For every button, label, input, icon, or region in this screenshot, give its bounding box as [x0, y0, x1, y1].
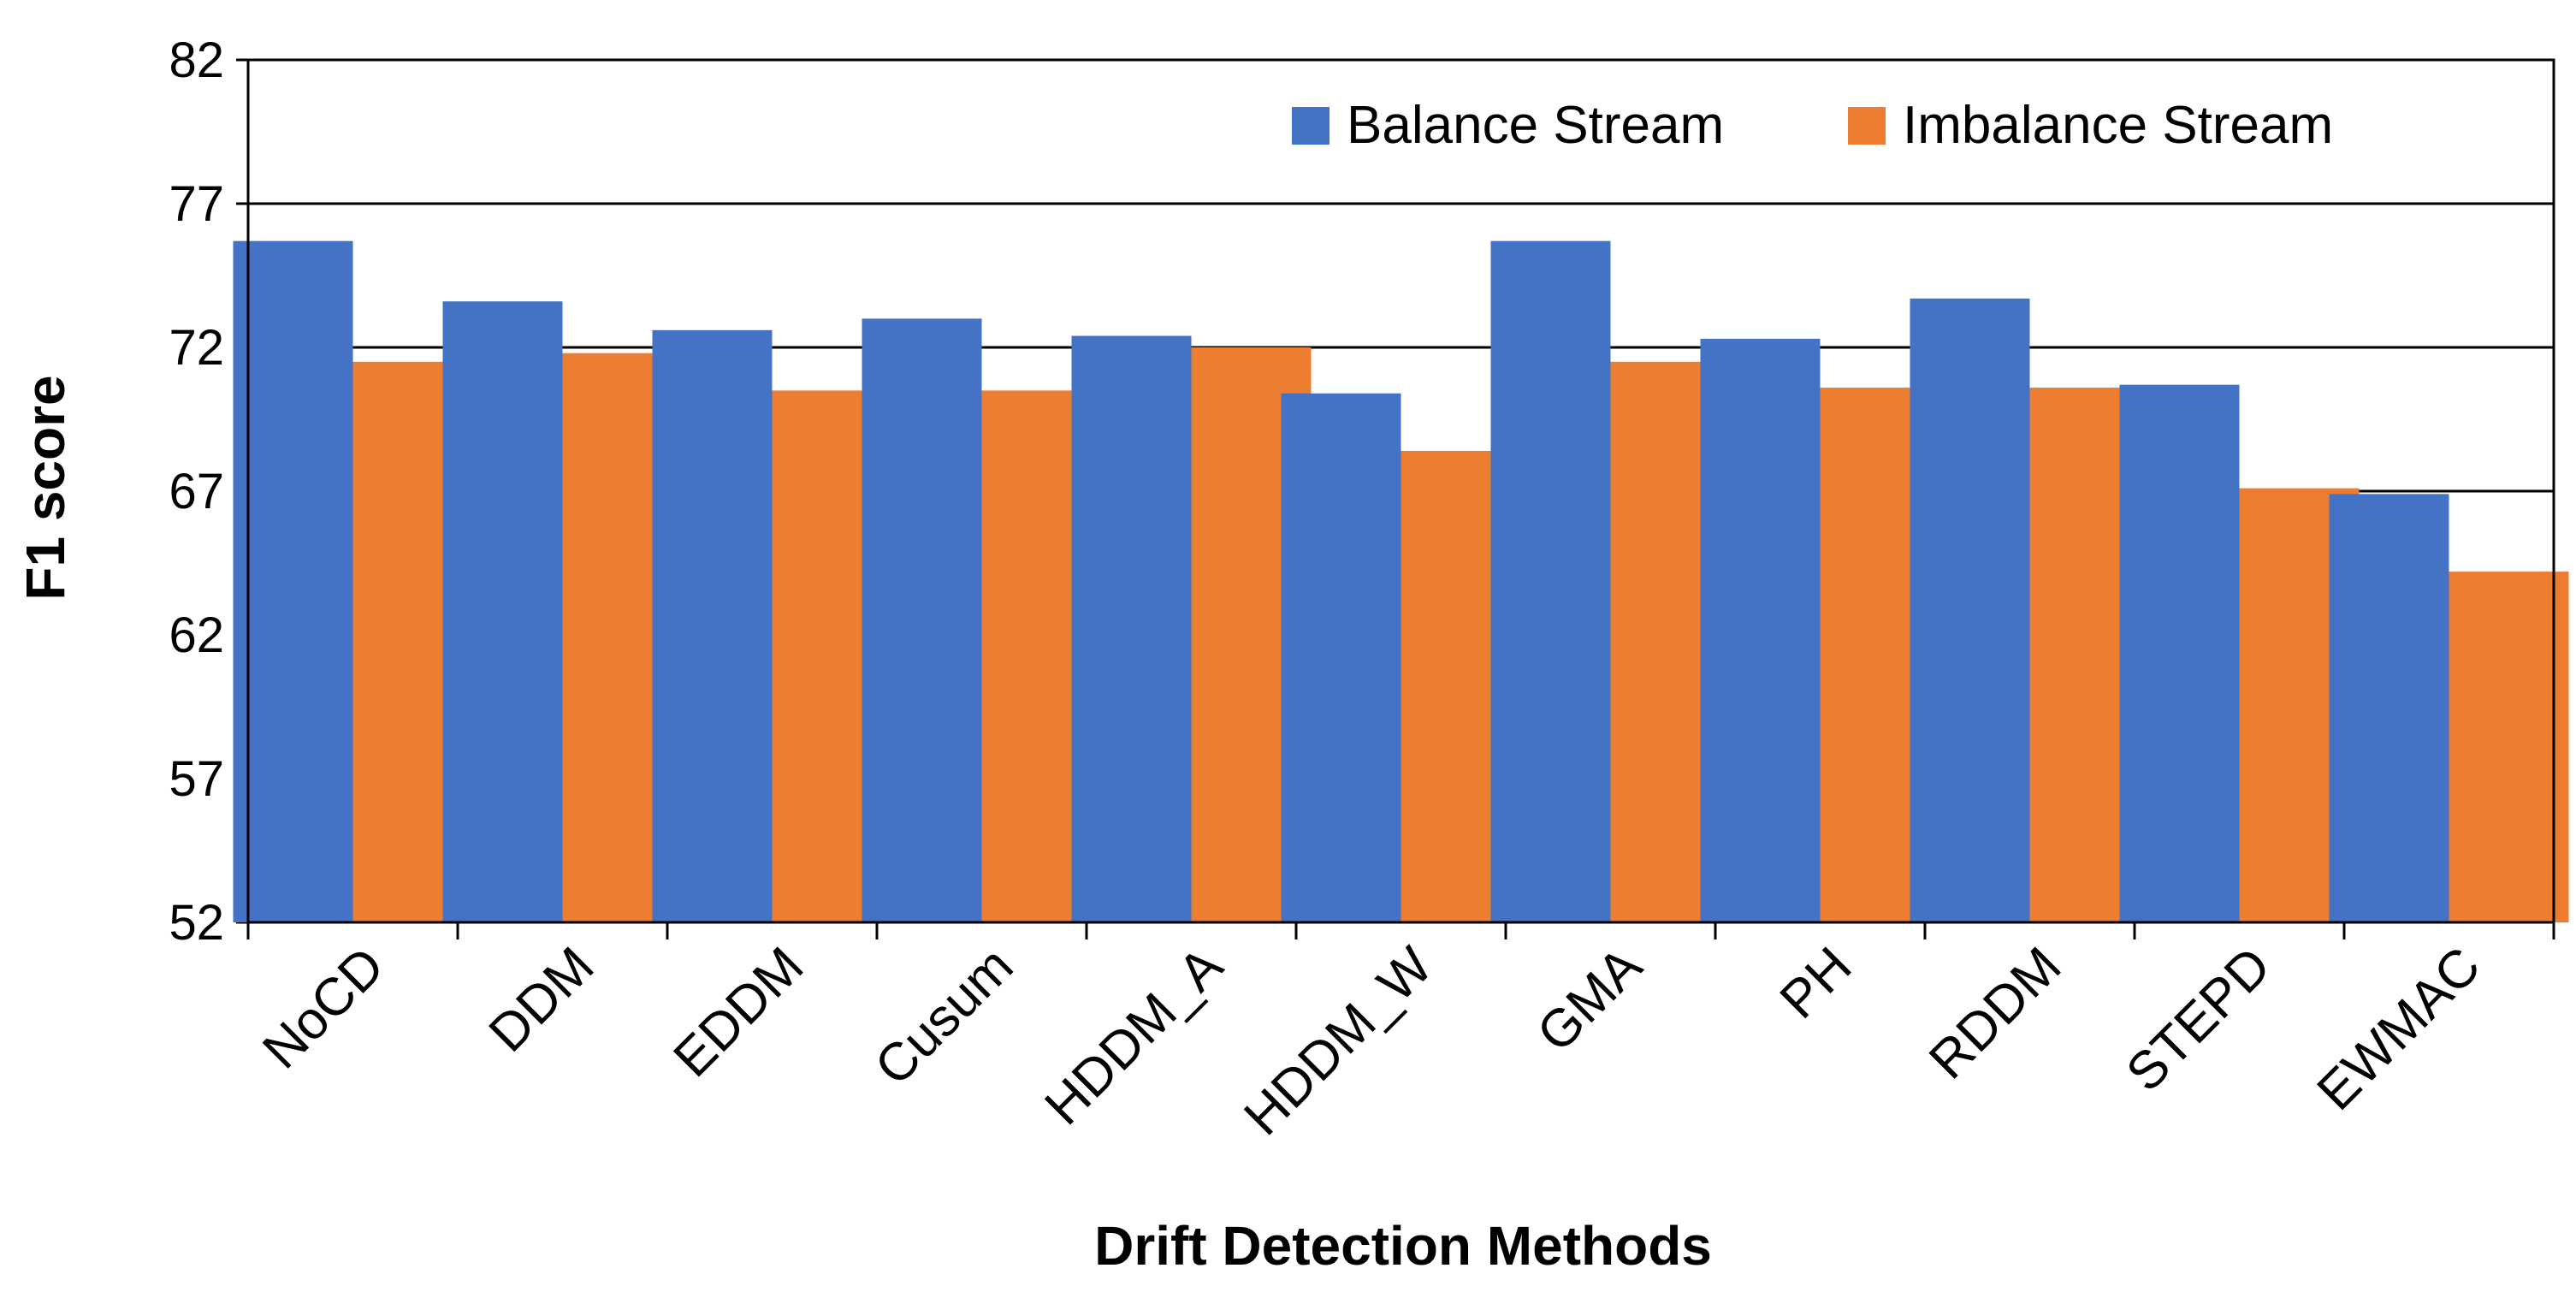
bar-balance-hddm_w [1281, 393, 1401, 922]
x-tick-label-nocd: NoCD [252, 936, 395, 1080]
bar-balance-gma [1490, 240, 1611, 922]
x-tick-label-rddm: RDDM [1918, 936, 2072, 1090]
x-tick-label-hddm_a: HDDM_A [1033, 936, 1234, 1136]
bar-balance-rddm [1910, 298, 2030, 922]
y-tick-label: 82 [169, 33, 224, 88]
plot-frame [246, 58, 2555, 924]
bar-balance-cusum [862, 318, 982, 922]
x-tick-label-stepd: STEPD [2115, 936, 2282, 1103]
x-tick-label-ddm: DDM [478, 936, 606, 1064]
bar-balance-hddm_a [1071, 335, 1192, 922]
legend: Balance Stream Imbalance Stream [1292, 96, 2333, 155]
bars [233, 240, 2569, 923]
y-tick-label: 77 [169, 176, 224, 232]
legend-swatch-balance-stream [1292, 107, 1329, 145]
y-tick-labels: 52 57 62 67 72 77 82 [169, 33, 224, 951]
bar-balance-stepd [2119, 384, 2240, 922]
y-tick-label: 57 [169, 751, 224, 807]
x-tick-label-cusum: Cusum [864, 936, 1025, 1097]
x-axis-title: Drift Detection Methods [1094, 1215, 1712, 1277]
axes [246, 58, 2555, 939]
x-tick-label-gma: GMA [1526, 936, 1654, 1064]
x-tick-label-hddm_w: HDDM_W [1233, 936, 1443, 1147]
bar-balance-nocd [233, 240, 353, 922]
bar-balance-ph [1700, 338, 1821, 922]
bar-balance-ewmac [2329, 494, 2449, 922]
x-tick-label-ph: PH [1769, 936, 1863, 1030]
y-tick-label: 72 [169, 320, 224, 376]
x-tick-label-ewmac: EWMAC [2307, 936, 2492, 1122]
bar-balance-eddm [652, 329, 773, 923]
legend-label-balance-stream: Balance Stream [1347, 96, 1724, 155]
bar-balance-ddm [442, 301, 563, 922]
legend-swatch-imbalance-stream [1848, 107, 1886, 145]
y-axis-title: F1 score [15, 375, 76, 600]
legend-label-imbalance-stream: Imbalance Stream [1903, 96, 2333, 155]
y-tick-label: 62 [169, 607, 224, 663]
y-tick-label: 67 [169, 464, 224, 519]
bar-imbalance-ewmac [2449, 572, 2569, 922]
x-tick-label-eddm: EDDM [663, 936, 815, 1088]
y-tick-label: 52 [169, 895, 224, 951]
